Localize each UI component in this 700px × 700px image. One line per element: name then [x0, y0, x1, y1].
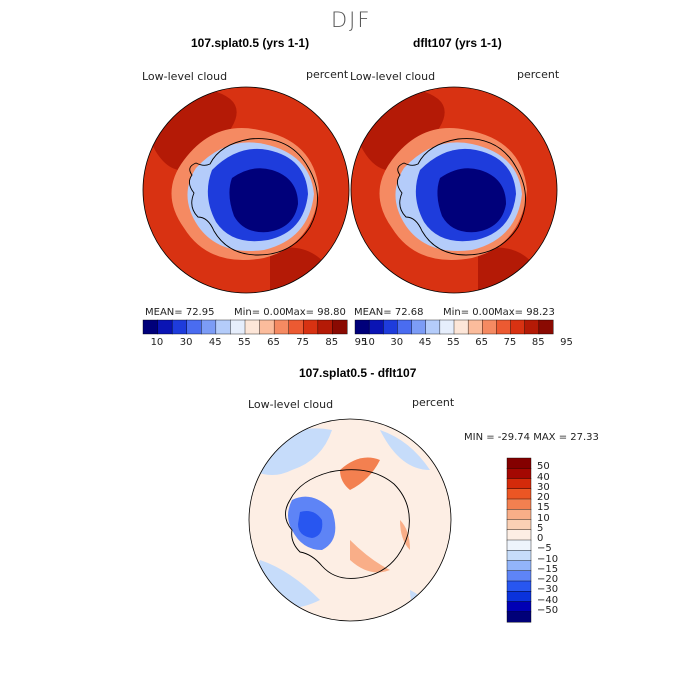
panel1-mean: MEAN= 72.95	[145, 307, 215, 318]
panel3-colorbar-tick-label: 40	[537, 471, 550, 483]
panel2-mean: MEAN= 72.68	[354, 307, 424, 318]
panel1-colorbar-swatch	[332, 319, 348, 335]
panel2-coastline	[397, 138, 526, 256]
panel2-interior-cloud	[437, 168, 506, 233]
panel1-colorbar-tick-label: 10	[150, 337, 164, 348]
panel3-colorbar-swatch	[506, 509, 532, 521]
panel1-colorbar-tick-label: 65	[267, 337, 280, 348]
panel3-colorbar-tick-label: 30	[537, 481, 550, 493]
panel1-units-label: percent	[306, 68, 349, 81]
panel3-variable-label: Low-level cloud	[248, 398, 334, 411]
panel3-base-field	[249, 419, 451, 621]
panel2-colorbar-tick-label: 30	[390, 337, 404, 348]
panel1-max: Max= 98.80	[285, 307, 346, 318]
panel3-colorbar-tick-label: −30	[537, 584, 559, 596]
panel2-max: Max= 98.23	[494, 307, 555, 318]
panel3-colorbar-tick-label: 20	[537, 492, 550, 503]
panel3-colorbar-tick-label: −15	[537, 563, 559, 575]
panel3-positive-patch	[400, 520, 410, 550]
panel1-title: 107.splat0.5 (yrs 1-1)	[191, 36, 310, 50]
panel3-colorbar-swatch	[506, 478, 532, 490]
panel3-colorbar-tick-label: 50	[537, 461, 550, 473]
panel2-colorbar-tick-label: 85	[531, 337, 545, 348]
panel2-variable-label: Low-level cloud	[350, 70, 436, 83]
panel3-negative-patch	[410, 590, 440, 620]
panel1-min: Min= 0.00	[234, 307, 286, 318]
panel1-colorbar-tick-label: 30	[179, 337, 193, 348]
panel1-variable-label: Low-level cloud	[142, 70, 228, 83]
panel3-colorbar-tick-label: 15	[537, 502, 550, 514]
panel3-colorbar-tick-label: 0	[537, 533, 544, 544]
panel3-positive-patch	[340, 457, 380, 490]
panel3-colorbar-swatch	[506, 601, 532, 613]
panel2-units-label: percent	[517, 68, 560, 81]
panel3-negative-patch	[252, 428, 332, 475]
panel3-colorbar-swatch	[506, 498, 532, 510]
panel2-colorbar	[354, 319, 554, 335]
panel3-coastline	[285, 469, 410, 579]
panel3-units-label: percent	[412, 396, 455, 409]
panel3-negative-patch	[380, 430, 430, 470]
panel3-colorbar-swatch	[506, 457, 532, 469]
panel3-positive-patch	[350, 540, 390, 573]
panel3-colorbar-swatch	[506, 519, 532, 531]
panel2-colorbar-tick-label: 75	[503, 337, 517, 348]
panel1-colorbar-tick-label: 85	[325, 337, 339, 348]
panel1-interior-cloud	[229, 168, 298, 233]
panel3-colorbar-tick-label: −5	[537, 543, 552, 555]
panel3-colorbar-tick-label: 10	[537, 512, 550, 524]
panel1-high-cloud-patch	[150, 90, 237, 171]
panel1-colorbar-tick-label: 95	[354, 337, 368, 348]
panel3-colorbar-tick-label: 5	[537, 522, 544, 534]
panel1-colorbar-tick-label: 45	[208, 337, 222, 348]
panel3-colorbar-swatch	[506, 550, 532, 562]
panel2-colorbar-swatch	[538, 319, 554, 335]
panel3-range: MIN = -29.74 MAX = 27.33	[464, 432, 599, 443]
panel1-colorbar-tick-label: 55	[238, 337, 251, 348]
panel3-colorbar-swatch	[506, 591, 532, 603]
panel3-colorbar-swatch	[506, 468, 532, 480]
panel3-colorbar-swatch	[506, 570, 532, 582]
season-title: DJF	[331, 8, 372, 32]
panel3-negative-core	[298, 511, 323, 538]
panel3-colorbar-swatch	[506, 611, 532, 623]
panel1-colorbar-tick-label: 75	[296, 337, 310, 348]
panel2-colorbar-tick-label: 95	[560, 337, 573, 348]
panel3-colorbar-swatch	[506, 529, 532, 541]
panel2-title: dflt107 (yrs 1-1)	[413, 36, 502, 50]
panel2-colorbar-tick-label: 45	[418, 337, 432, 348]
panel3-colorbar-tick-label: −40	[537, 594, 559, 606]
panel3-colorbar-tick-label: −10	[537, 553, 559, 565]
panel1-coastline	[189, 138, 318, 256]
panel3-colorbar-tick-label: −50	[537, 604, 559, 616]
panel3-colorbar-swatch	[506, 580, 532, 592]
panel3-colorbar-swatch	[506, 539, 532, 551]
panel3-title: 107.splat0.5 - dflt107	[299, 366, 417, 380]
panel2-high-cloud-patch	[358, 90, 445, 171]
panel3-colorbar-swatch	[506, 488, 532, 500]
panel1-colorbar	[142, 319, 348, 335]
panel3-colorbar	[506, 457, 532, 623]
panel3-colorbar-swatch	[506, 560, 532, 572]
panel2-colorbar-tick-label: 10	[362, 337, 375, 348]
panel2-colorbar-tick-label: 55	[447, 337, 460, 348]
panel3-colorbar-tick-label: −20	[537, 574, 559, 585]
panel2-colorbar-tick-label: 65	[475, 337, 489, 348]
panel2-min: Min= 0.00	[443, 307, 495, 318]
